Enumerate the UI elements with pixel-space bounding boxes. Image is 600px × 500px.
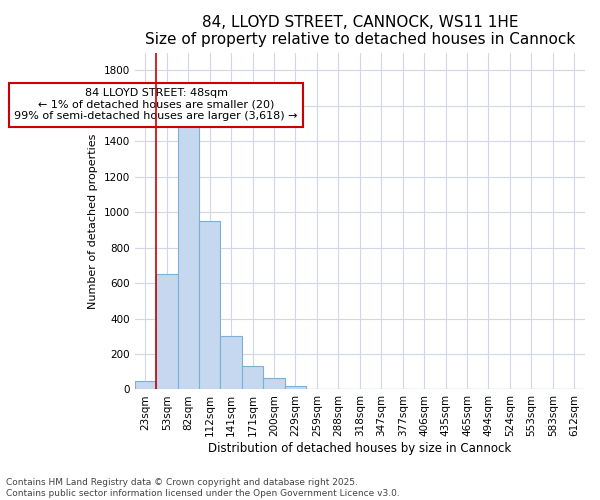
Y-axis label: Number of detached properties: Number of detached properties bbox=[88, 134, 98, 309]
Bar bbox=[199, 221, 220, 390]
Bar bbox=[178, 124, 199, 390]
X-axis label: Distribution of detached houses by size in Cannock: Distribution of detached houses by size … bbox=[208, 442, 511, 455]
Bar bbox=[220, 336, 242, 390]
Bar bbox=[285, 386, 306, 390]
Bar bbox=[134, 380, 156, 390]
Text: 84 LLOYD STREET: 48sqm
← 1% of detached houses are smaller (20)
99% of semi-deta: 84 LLOYD STREET: 48sqm ← 1% of detached … bbox=[14, 88, 298, 122]
Bar bbox=[306, 388, 328, 390]
Bar bbox=[242, 366, 263, 390]
Bar bbox=[156, 274, 178, 390]
Title: 84, LLOYD STREET, CANNOCK, WS11 1HE
Size of property relative to detached houses: 84, LLOYD STREET, CANNOCK, WS11 1HE Size… bbox=[145, 15, 575, 48]
Text: Contains HM Land Registry data © Crown copyright and database right 2025.
Contai: Contains HM Land Registry data © Crown c… bbox=[6, 478, 400, 498]
Bar bbox=[263, 378, 285, 390]
